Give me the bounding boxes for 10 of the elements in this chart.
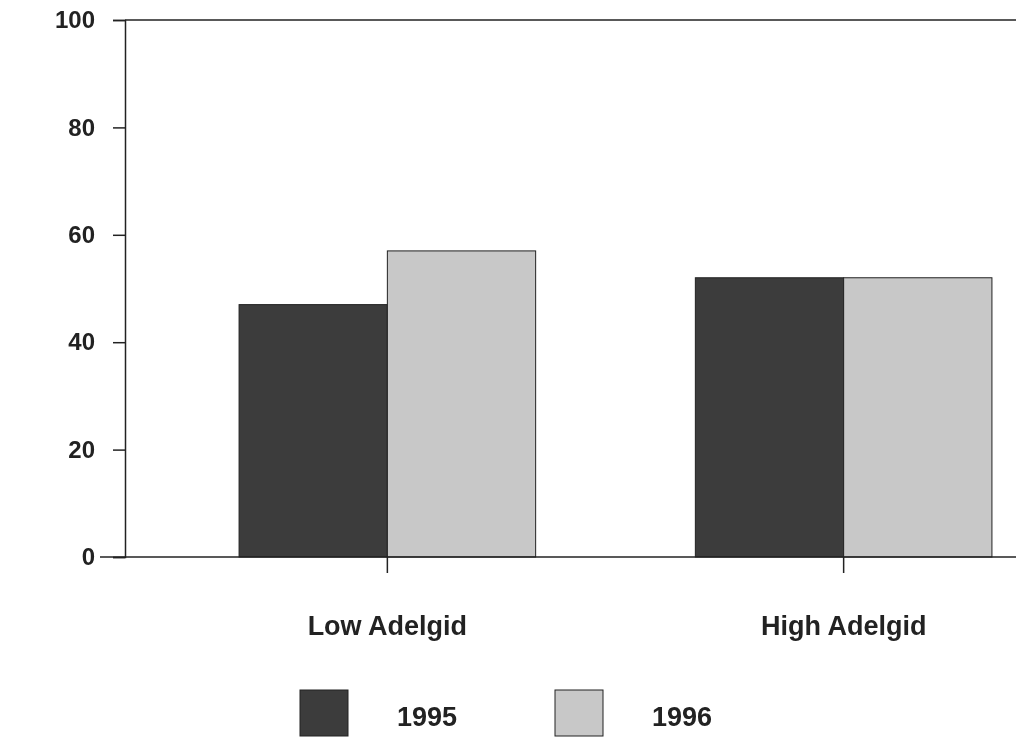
x-tick-label: Low Adelgid [307,611,468,642]
x-tick-label: High Adelgid [760,611,927,642]
y-tick-label: 60 [68,220,95,248]
legend-label: 1996 [652,702,713,732]
y-tick-label: 80 [68,113,95,141]
y-tick-label: 0 [81,543,95,571]
y-tick-label: 40 [68,328,95,356]
legend-label: 1995 [397,702,458,732]
y-tick-label: 20 [68,435,95,463]
y-tick-label: 100 [54,6,95,34]
